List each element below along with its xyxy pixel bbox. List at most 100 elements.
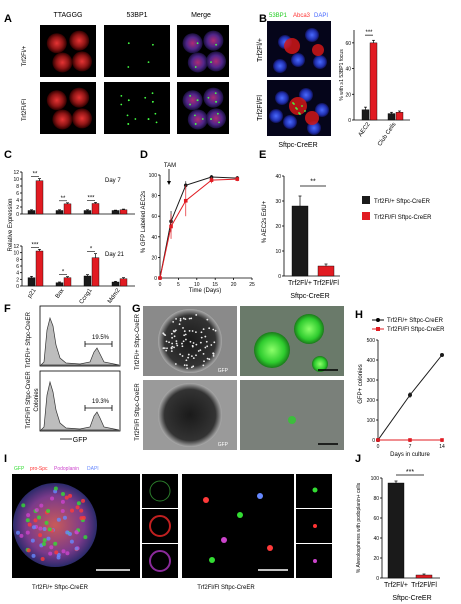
d-point <box>209 178 214 182</box>
a-53bp1-focus <box>196 42 199 45</box>
a-53bp1-focus <box>151 92 154 95</box>
g-colony-dot <box>187 353 190 356</box>
a-53bp1-focus <box>127 42 130 45</box>
i-sphere-cell <box>56 552 61 557</box>
g-colony-dot <box>203 360 205 363</box>
a-col-header-ttaggg: TTAGGG <box>53 12 82 19</box>
i-sphere-cell <box>46 536 51 541</box>
e-legend-swatch-fl-fl <box>362 212 370 220</box>
f-percent-fl-plus: 19.5% <box>92 335 110 341</box>
b-nucleus <box>283 115 297 129</box>
c-day21-y-tick-label: 10 <box>13 251 19 257</box>
j-ylabel: % Alveolospheres with podoplanin+ cells <box>356 482 362 573</box>
b-nucleus <box>315 103 329 117</box>
g-colony-dot <box>202 328 205 331</box>
d-point <box>169 224 173 229</box>
a-53bp1-focus <box>215 100 217 103</box>
a-53bp1-focus <box>196 99 199 102</box>
chart-b: 0 20 40 60% with ≥1 53BP1 focus AEC2 Club Cel… <box>339 30 410 148</box>
g-colony-dot <box>170 347 173 350</box>
i-stain-dapi: DAPI <box>87 466 99 472</box>
g-colony-dot <box>182 340 185 343</box>
g-colony-dot <box>175 340 178 343</box>
a-53bp1-focus <box>218 121 220 124</box>
g-colony-dot <box>181 342 183 345</box>
g-colony-dot <box>189 340 192 343</box>
panel-a: TTAGGG 53BP1 Merge Trf2Fl/+ Trf2Fl/Fl <box>22 12 229 134</box>
g-colony-dot <box>206 318 209 321</box>
i-caption-fl-plus: Trf2Fl/+ Sftpc-CreER <box>32 585 89 591</box>
a-53bp1-focus <box>207 96 210 99</box>
c-day7-y-tick-label: 2 <box>16 205 19 211</box>
c-day21-bar <box>35 250 44 287</box>
g-colony-dot <box>188 329 191 332</box>
c-day7-y-tick-label: 4 <box>16 198 19 204</box>
e-legend-fl-plus: Trf2Fl/+ Sftpc-CreER <box>374 199 431 205</box>
i-sphere-cell <box>26 513 31 518</box>
c-day21-y-tick-label: 8 <box>16 257 19 263</box>
h-point <box>440 438 444 442</box>
d-tam-arrowhead <box>167 181 171 185</box>
i-sphere-cell <box>81 498 86 503</box>
panel-label-i: I <box>4 453 7 465</box>
i-sphere-cell <box>64 495 69 500</box>
i-sphere-cell <box>44 520 49 525</box>
d-series-line <box>159 178 238 279</box>
h-y-tick-label: 500 <box>367 338 376 344</box>
b-y-tick-label: 20 <box>345 92 351 98</box>
d-y-tick-label: 20 <box>151 255 157 261</box>
i-sphere-cell <box>79 508 84 513</box>
g-colony-dot <box>200 336 203 339</box>
i-inset-cell-red <box>149 515 171 537</box>
c-day7-bar <box>35 180 44 215</box>
g-colony-dot <box>205 340 208 343</box>
i-sphere-cell <box>25 518 30 523</box>
c-day7-bar <box>83 210 92 215</box>
i-inset-dot-green <box>312 487 318 493</box>
g-colony-dot <box>184 333 187 336</box>
j-x-tick-label: Trf2Fl/Fl <box>411 582 437 589</box>
panel-label-c: C <box>4 149 12 161</box>
i-sphere-cell <box>50 496 55 501</box>
d-x-tick-label: 10 <box>194 282 200 288</box>
c-x-tick-label: p21 <box>27 287 38 299</box>
i-sphere-cell <box>19 533 24 538</box>
f-histogram-frame-fl-plus <box>39 305 121 367</box>
i-sphere-cell <box>65 551 70 556</box>
h-point <box>440 353 444 357</box>
d-point <box>183 198 188 203</box>
h-y-tick-label: 0 <box>372 438 375 444</box>
a-53bp1-focus <box>189 94 192 97</box>
j-bar <box>415 574 433 579</box>
a-53bp1-focus <box>189 103 191 106</box>
j-sig-label: *** <box>406 469 414 476</box>
chart-c: Relative Expression Day 7 Day 21 0246810… <box>8 170 135 305</box>
i-fl-cell <box>209 557 215 563</box>
panel-g: Trf2Fl/+ Sftpc-CreER Trf2Fl/Fl Sftpc-Cre… <box>135 306 344 450</box>
a-cell <box>69 87 90 108</box>
g-colony-dot <box>210 344 213 346</box>
c-day21-bar <box>119 278 128 287</box>
a-col-header-53bp1: 53BP1 <box>126 12 147 19</box>
i-sphere-cell <box>37 515 42 520</box>
i-sphere-cell <box>46 509 51 514</box>
c-day7-sig-label: ** <box>61 196 66 202</box>
chart-j: % Alveolospheres with podoplanin+ cells … <box>356 469 440 602</box>
i-stain-gfp: GFP <box>14 466 25 472</box>
g-colony-dot <box>212 328 215 331</box>
panel-label-j: J <box>355 453 361 465</box>
c-day21-sig-label: * <box>62 270 65 276</box>
g-colony-dot <box>165 340 168 343</box>
a-cell <box>206 108 226 129</box>
g-colony-dot <box>170 332 173 335</box>
i-sphere-cell <box>21 503 26 508</box>
g-colony-dot <box>178 323 181 326</box>
c-day7-bar <box>55 210 64 215</box>
panel-f: Trf2Fl/+ Sftpc-CreER Trf2Fl/Fl Sftpc-Cre… <box>26 305 121 444</box>
g-colony-dot <box>192 357 195 360</box>
c-day21-y-tick-label: 12 <box>13 244 19 250</box>
g-colony-dot <box>183 364 186 367</box>
b-stain-abca3: Abca3 <box>293 13 311 19</box>
panel-label-g: G <box>132 303 141 315</box>
i-image-fl-fl <box>182 474 294 578</box>
